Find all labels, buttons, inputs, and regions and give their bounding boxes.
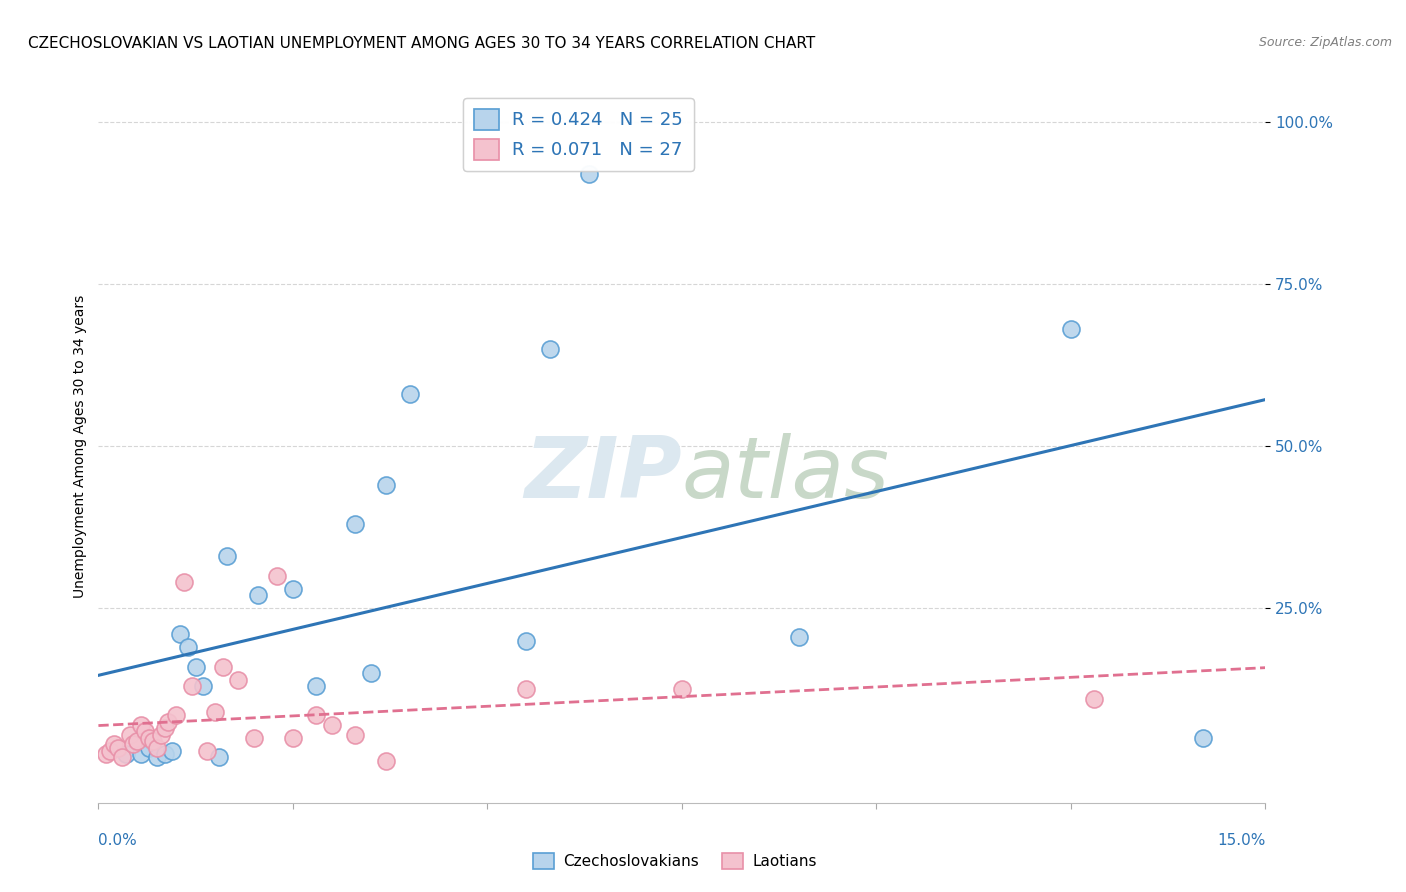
Point xyxy=(266,568,288,582)
Text: atlas: atlas xyxy=(682,433,890,516)
Point xyxy=(375,478,398,492)
Point xyxy=(138,731,160,745)
Point xyxy=(243,731,266,745)
Point xyxy=(212,659,235,673)
Point xyxy=(169,627,191,641)
Point xyxy=(142,734,165,748)
Y-axis label: Unemployment Among Ages 30 to 34 years: Unemployment Among Ages 30 to 34 years xyxy=(73,294,87,598)
Point xyxy=(138,740,160,755)
Point xyxy=(398,387,420,401)
Point xyxy=(184,659,207,673)
Point xyxy=(538,342,561,356)
Point xyxy=(134,724,156,739)
Point xyxy=(344,728,367,742)
Point xyxy=(96,747,118,761)
Point xyxy=(122,738,145,752)
Point xyxy=(127,734,149,748)
Point xyxy=(146,750,169,764)
Point xyxy=(153,747,176,761)
Text: ZIP: ZIP xyxy=(524,433,682,516)
Point xyxy=(103,738,125,752)
Text: CZECHOSLOVAKIAN VS LAOTIAN UNEMPLOYMENT AMONG AGES 30 TO 34 YEARS CORRELATION CH: CZECHOSLOVAKIAN VS LAOTIAN UNEMPLOYMENT … xyxy=(28,36,815,51)
Point xyxy=(180,679,202,693)
Point xyxy=(321,718,343,732)
Point xyxy=(344,516,367,531)
Point xyxy=(177,640,200,654)
Point xyxy=(114,747,136,761)
Text: 0.0%: 0.0% xyxy=(98,833,138,848)
Point xyxy=(515,633,537,648)
Point xyxy=(208,750,231,764)
Point xyxy=(157,714,180,729)
Point xyxy=(111,750,134,764)
Point xyxy=(1192,731,1215,745)
Point xyxy=(228,673,250,687)
Point xyxy=(1083,692,1105,706)
Point xyxy=(246,588,269,602)
Point xyxy=(215,549,238,564)
Point xyxy=(281,582,304,596)
Point xyxy=(204,705,226,719)
Point xyxy=(375,754,398,768)
Legend: Czechoslovakians, Laotians: Czechoslovakians, Laotians xyxy=(527,847,823,875)
Point xyxy=(107,740,129,755)
Point xyxy=(360,666,382,681)
Point xyxy=(515,682,537,697)
Point xyxy=(162,744,184,758)
Point xyxy=(1060,322,1083,336)
Point xyxy=(787,631,810,645)
Point xyxy=(195,744,218,758)
Point xyxy=(165,708,187,723)
Point xyxy=(671,682,693,697)
Point xyxy=(305,708,328,723)
Point xyxy=(149,728,172,742)
Point xyxy=(281,731,304,745)
Text: 15.0%: 15.0% xyxy=(1218,833,1265,848)
Legend: R = 0.424   N = 25, R = 0.071   N = 27: R = 0.424 N = 25, R = 0.071 N = 27 xyxy=(464,98,693,170)
Point xyxy=(118,728,141,742)
Point xyxy=(129,747,152,761)
Point xyxy=(305,679,328,693)
Point xyxy=(98,744,121,758)
Point xyxy=(129,718,152,732)
Text: Source: ZipAtlas.com: Source: ZipAtlas.com xyxy=(1258,36,1392,49)
Point xyxy=(193,679,215,693)
Point xyxy=(146,740,169,755)
Point xyxy=(153,721,176,735)
Point xyxy=(578,167,600,181)
Point xyxy=(173,575,195,590)
